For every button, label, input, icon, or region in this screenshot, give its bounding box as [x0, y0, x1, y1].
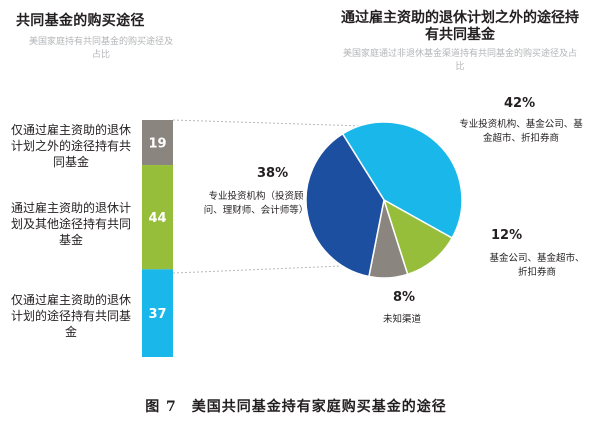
- pie-pct-label-12: 12%: [491, 228, 523, 243]
- figure-caption: 图 7 美国共同基金持有家庭购买基金的途径: [145, 399, 447, 415]
- pie-desc-label-8: 未知渠道: [383, 314, 422, 325]
- bar-segment-3: [142, 269, 173, 357]
- bar-segment-2: [142, 165, 173, 270]
- pie-pct-label-42: 42%: [504, 96, 536, 111]
- pie-slice-38pct: [305, 132, 385, 278]
- bar-value-label-2: 44: [148, 211, 166, 226]
- bar-value-label-1: 19: [148, 137, 166, 152]
- pie-pct-label-38: 38%: [257, 166, 289, 181]
- connector-line-top: [172, 119, 365, 127]
- pie-desc-label-12: 基金公司、基金超市、折扣券商: [489, 253, 585, 278]
- bar-to-pie-connectors: [172, 119, 365, 274]
- pie-desc-label-42: 专业投资机构、基金公司、基金超市、折扣券商: [459, 119, 583, 144]
- connector-line-bottom: [172, 265, 343, 274]
- left-panel-title: 共同基金的购买途径: [16, 13, 145, 29]
- pie-pct-label-8: 8%: [393, 290, 416, 305]
- bar-value-label-3: 37: [148, 307, 166, 322]
- pie-desc-label-38: 专业投资机构（投资顾问、理财师、会计师等）: [203, 191, 309, 216]
- left-panel-subtitle: 美国家庭持有共同基金的购买途径及占比: [28, 37, 173, 60]
- pie-slice-42pct: [341, 121, 463, 240]
- bar-segment-1: [142, 120, 173, 166]
- bar-category-label-1: 仅通过雇主资助的退休计划之外的途径持有共同基金: [10, 123, 131, 169]
- bar-category-label-3: 仅通过雇主资助的退休计划的途径持有共同基金: [10, 293, 131, 339]
- right-panel-title: 通过雇主资助的退休计划之外的途径持有共同基金: [341, 10, 579, 43]
- stacked-bar: 19 44 37: [142, 120, 173, 357]
- pie-chart: [305, 121, 463, 279]
- bar-category-label-2: 通过雇主资助的退休计划及其他途径持有共同基金: [10, 201, 131, 247]
- right-panel-subtitle: 美国家庭通过非退休基金渠道持有共同基金的购买途径及占比: [342, 49, 577, 72]
